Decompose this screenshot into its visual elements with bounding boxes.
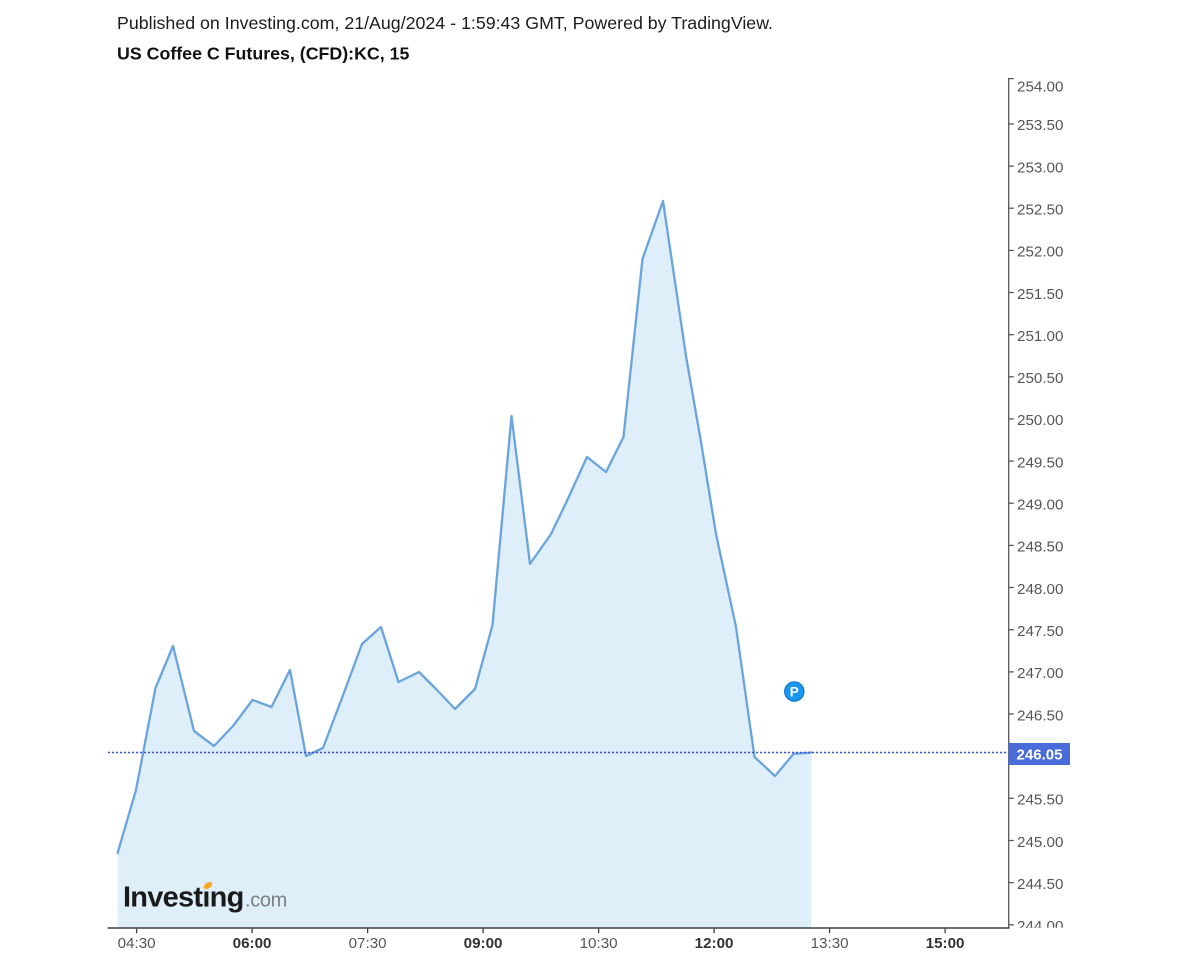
svg-text:252.00: 252.00 bbox=[1017, 244, 1063, 261]
svg-text:245.50: 245.50 bbox=[1017, 792, 1063, 809]
svg-text:248.00: 248.00 bbox=[1017, 581, 1063, 598]
svg-text:246.05: 246.05 bbox=[1017, 747, 1063, 764]
svg-text:253.00: 253.00 bbox=[1017, 159, 1063, 176]
svg-text:.com: .com bbox=[245, 890, 287, 912]
svg-text:245.00: 245.00 bbox=[1017, 834, 1063, 851]
svg-text:248.50: 248.50 bbox=[1017, 539, 1063, 556]
svg-text:247.50: 247.50 bbox=[1017, 623, 1063, 640]
svg-text:Investıng: Investıng bbox=[123, 882, 244, 914]
svg-text:247.00: 247.00 bbox=[1017, 665, 1063, 682]
svg-text:12:00: 12:00 bbox=[695, 935, 734, 952]
svg-text:246.50: 246.50 bbox=[1017, 707, 1063, 724]
svg-text:244.50: 244.50 bbox=[1017, 876, 1063, 893]
svg-text:15:00: 15:00 bbox=[926, 935, 965, 952]
svg-text:249.50: 249.50 bbox=[1017, 454, 1063, 471]
svg-text:P: P bbox=[790, 685, 799, 700]
svg-text:254.00: 254.00 bbox=[1017, 79, 1063, 96]
svg-text:252.50: 252.50 bbox=[1017, 202, 1063, 219]
svg-text:07:30: 07:30 bbox=[349, 935, 387, 952]
svg-text:09:00: 09:00 bbox=[464, 935, 503, 952]
svg-text:249.00: 249.00 bbox=[1017, 497, 1063, 514]
svg-text:251.50: 251.50 bbox=[1017, 286, 1063, 303]
svg-text:253.50: 253.50 bbox=[1017, 117, 1063, 134]
svg-text:06:00: 06:00 bbox=[233, 935, 272, 952]
svg-text:250.00: 250.00 bbox=[1017, 412, 1063, 429]
svg-text:Published on Investing.com, 21: Published on Investing.com, 21/Aug/2024 … bbox=[117, 13, 773, 33]
svg-text:13:30: 13:30 bbox=[811, 935, 849, 952]
svg-text:US Coffee C Futures, (CFD):KC,: US Coffee C Futures, (CFD):KC, 15 bbox=[117, 44, 410, 64]
svg-text:04:30: 04:30 bbox=[118, 935, 156, 952]
svg-text:10:30: 10:30 bbox=[580, 935, 618, 952]
svg-text:244.00: 244.00 bbox=[1017, 918, 1063, 935]
svg-text:250.50: 250.50 bbox=[1017, 370, 1063, 387]
svg-text:251.00: 251.00 bbox=[1017, 328, 1063, 345]
